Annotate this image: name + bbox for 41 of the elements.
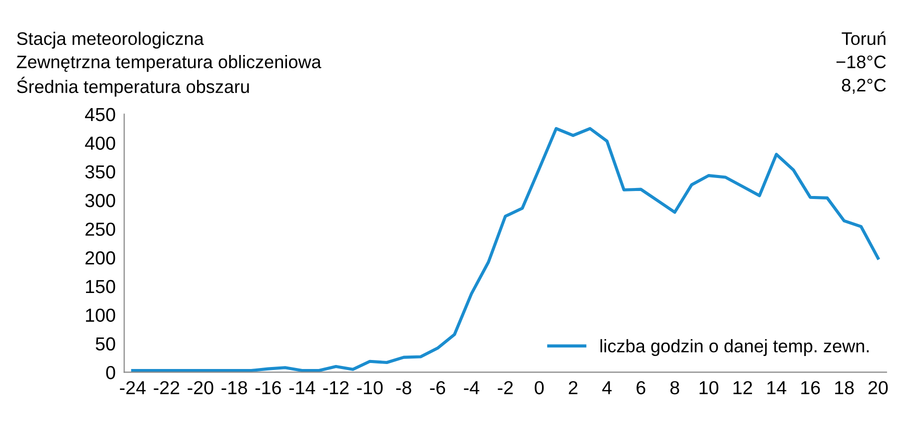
legend-label: liczba godzin o danej temp. zewn. (600, 339, 869, 356)
text: Średnia temperatura obszaru (17, 76, 249, 97)
x-tick-label: 8 (670, 381, 680, 394)
x-tick-label: 2 (568, 381, 578, 394)
x-tick-label: 0 (534, 381, 544, 394)
y-tick-label: 300 (85, 194, 116, 208)
y-tick-label: 150 (86, 280, 116, 294)
y-tick-label: 200 (86, 251, 116, 265)
line-series (131, 127, 880, 372)
x-tick-label: -4 (464, 381, 480, 394)
x-tick-label: -2 (498, 381, 513, 394)
x-tick-label: 20 (868, 381, 888, 394)
text: Zewnętrzna temperatura obliczeniowa (16, 55, 322, 72)
x-tick-label: -8 (396, 381, 412, 394)
x-tick-label: 18 (835, 381, 854, 394)
text: 8,2°C (842, 78, 886, 94)
x-tick-label: -12 (323, 381, 349, 394)
y-tick-label: 400 (85, 136, 116, 150)
x-tick-label: -20 (188, 381, 214, 394)
y-tick-label: 0 (106, 366, 116, 380)
y-tick-label: 50 (96, 337, 116, 351)
text: −18°C (836, 56, 886, 68)
x-tick-label: 4 (602, 381, 612, 394)
y-tick-label: 450 (85, 108, 116, 122)
y-tick-label: 250 (86, 222, 116, 236)
x-tick-label: -6 (430, 381, 446, 394)
x-tick-label: -18 (222, 381, 248, 394)
x-tick-label: 16 (801, 381, 820, 394)
x-tick-label: -24 (120, 381, 146, 394)
x-tick-label: -10 (357, 381, 383, 394)
text: Toruń (842, 32, 886, 46)
y-tick-label: 350 (85, 165, 116, 179)
x-tick-label: 6 (636, 381, 646, 394)
x-tick-label: 14 (767, 381, 786, 394)
x-tick-label: -14 (289, 381, 316, 394)
x-tick-label: -22 (154, 381, 180, 394)
y-tick-label: 100 (86, 308, 116, 322)
x-tick-label: -16 (255, 381, 281, 394)
x-tick-label: 10 (700, 381, 718, 394)
text: Stacja meteorologiczna (17, 32, 204, 49)
x-tick-label: 12 (734, 381, 752, 394)
